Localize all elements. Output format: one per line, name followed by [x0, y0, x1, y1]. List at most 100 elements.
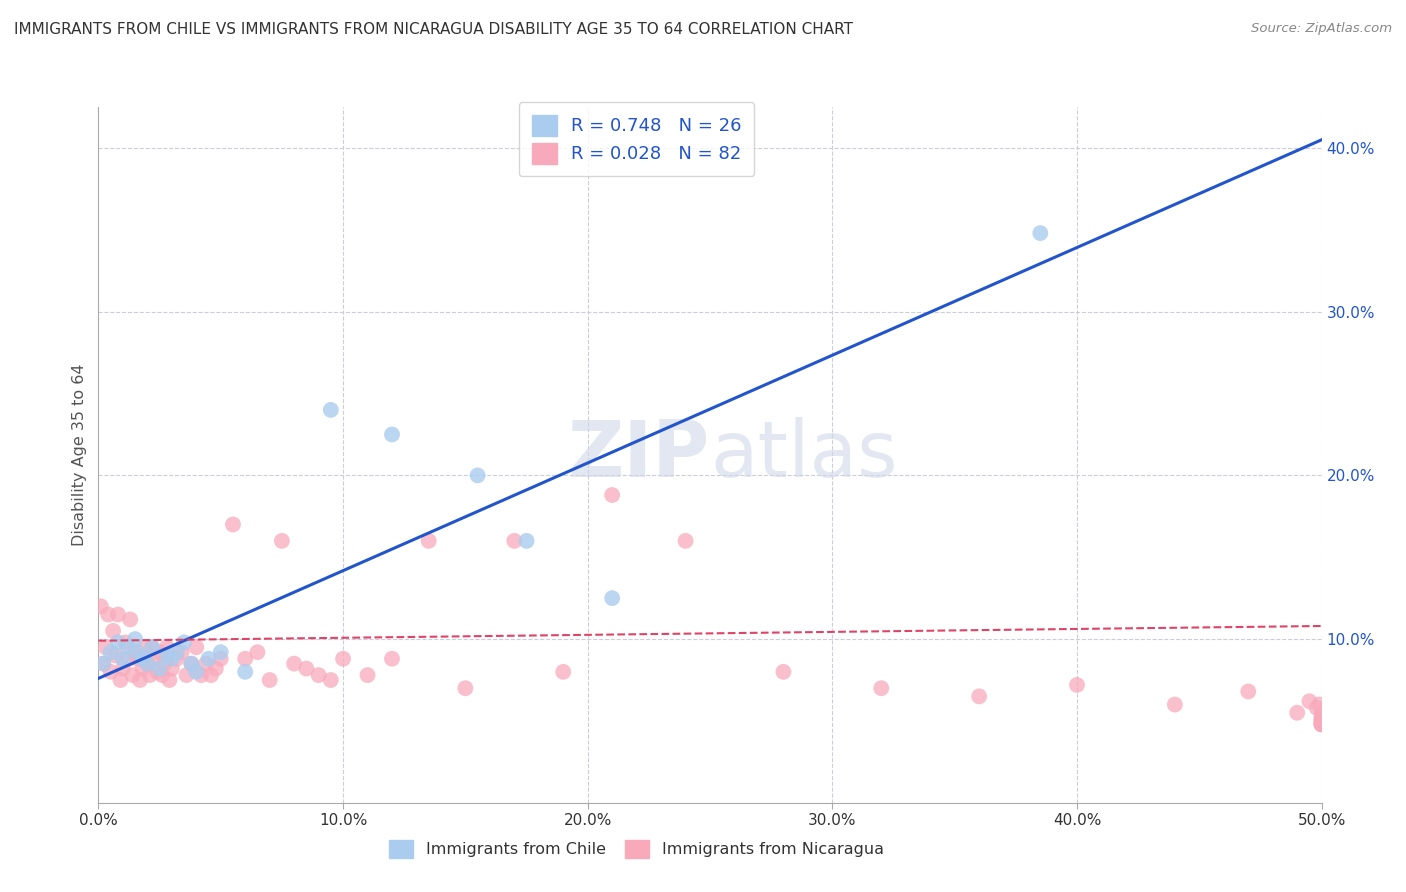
Point — [160, 662, 183, 676]
Point — [1310, 711, 1333, 725]
Point — [111, 651, 134, 665]
Point — [1310, 714, 1333, 728]
Point — [283, 657, 305, 671]
Y-axis label: Disability Age 35 to 64: Disability Age 35 to 64 — [72, 364, 87, 546]
Point — [1310, 714, 1333, 728]
Point — [1310, 714, 1333, 728]
Point — [160, 651, 183, 665]
Point — [166, 651, 188, 665]
Point — [100, 645, 122, 659]
Point — [454, 681, 477, 696]
Point — [467, 468, 489, 483]
Point — [1310, 717, 1333, 731]
Point — [91, 657, 114, 671]
Point — [1310, 717, 1333, 731]
Point — [124, 632, 146, 646]
Point — [1310, 711, 1333, 725]
Point — [180, 657, 202, 671]
Text: IMMIGRANTS FROM CHILE VS IMMIGRANTS FROM NICARAGUA DISABILITY AGE 35 TO 64 CORRE: IMMIGRANTS FROM CHILE VS IMMIGRANTS FROM… — [14, 22, 853, 37]
Point — [107, 635, 129, 649]
Point — [270, 533, 294, 548]
Point — [553, 665, 575, 679]
Point — [205, 662, 228, 676]
Point — [1310, 706, 1333, 720]
Point — [90, 599, 112, 614]
Point — [1237, 684, 1260, 698]
Point — [139, 668, 162, 682]
Point — [1029, 226, 1052, 240]
Point — [209, 651, 232, 665]
Text: atlas: atlas — [710, 417, 897, 493]
Point — [600, 488, 623, 502]
Point — [1310, 717, 1333, 731]
Point — [91, 657, 114, 671]
Point — [190, 668, 212, 682]
Point — [136, 657, 159, 671]
Point — [176, 668, 198, 682]
Point — [295, 662, 318, 676]
Point — [153, 657, 176, 671]
Point — [503, 533, 526, 548]
Point — [97, 607, 120, 622]
Point — [1298, 694, 1320, 708]
Text: ZIP: ZIP — [568, 417, 710, 493]
Point — [246, 645, 269, 659]
Point — [121, 668, 143, 682]
Point — [111, 662, 134, 676]
Point — [195, 657, 218, 671]
Point — [94, 640, 117, 655]
Point — [141, 640, 163, 655]
Point — [134, 640, 156, 655]
Point — [141, 640, 163, 655]
Point — [136, 657, 159, 671]
Point — [149, 662, 172, 676]
Point — [107, 607, 129, 622]
Point — [515, 533, 537, 548]
Point — [131, 662, 153, 676]
Point — [356, 668, 378, 682]
Point — [186, 640, 208, 655]
Point — [101, 624, 124, 638]
Point — [127, 645, 149, 659]
Point — [233, 665, 256, 679]
Point — [173, 635, 195, 649]
Point — [146, 665, 169, 679]
Point — [308, 668, 330, 682]
Point — [156, 648, 179, 663]
Point — [117, 651, 139, 665]
Point — [381, 427, 404, 442]
Point — [259, 673, 281, 687]
Point — [143, 651, 166, 665]
Point — [129, 673, 152, 687]
Point — [1310, 714, 1333, 728]
Point — [319, 673, 342, 687]
Point — [166, 645, 188, 659]
Point — [319, 403, 342, 417]
Point — [222, 517, 245, 532]
Point — [1286, 706, 1309, 720]
Point — [127, 651, 149, 665]
Legend: Immigrants from Chile, Immigrants from Nicaragua: Immigrants from Chile, Immigrants from N… — [382, 833, 890, 864]
Point — [870, 681, 893, 696]
Point — [117, 640, 139, 655]
Point — [418, 533, 440, 548]
Point — [170, 645, 193, 659]
Point — [967, 690, 990, 704]
Point — [180, 657, 202, 671]
Point — [104, 648, 127, 663]
Point — [124, 645, 146, 659]
Point — [149, 645, 172, 659]
Point — [233, 651, 256, 665]
Point — [1308, 698, 1330, 712]
Text: Source: ZipAtlas.com: Source: ZipAtlas.com — [1251, 22, 1392, 36]
Point — [110, 673, 132, 687]
Point — [772, 665, 794, 679]
Point — [200, 668, 222, 682]
Point — [1310, 717, 1333, 731]
Point — [1306, 701, 1329, 715]
Point — [1310, 717, 1333, 731]
Point — [120, 612, 142, 626]
Point — [150, 668, 173, 682]
Point — [197, 651, 219, 665]
Point — [1310, 717, 1333, 731]
